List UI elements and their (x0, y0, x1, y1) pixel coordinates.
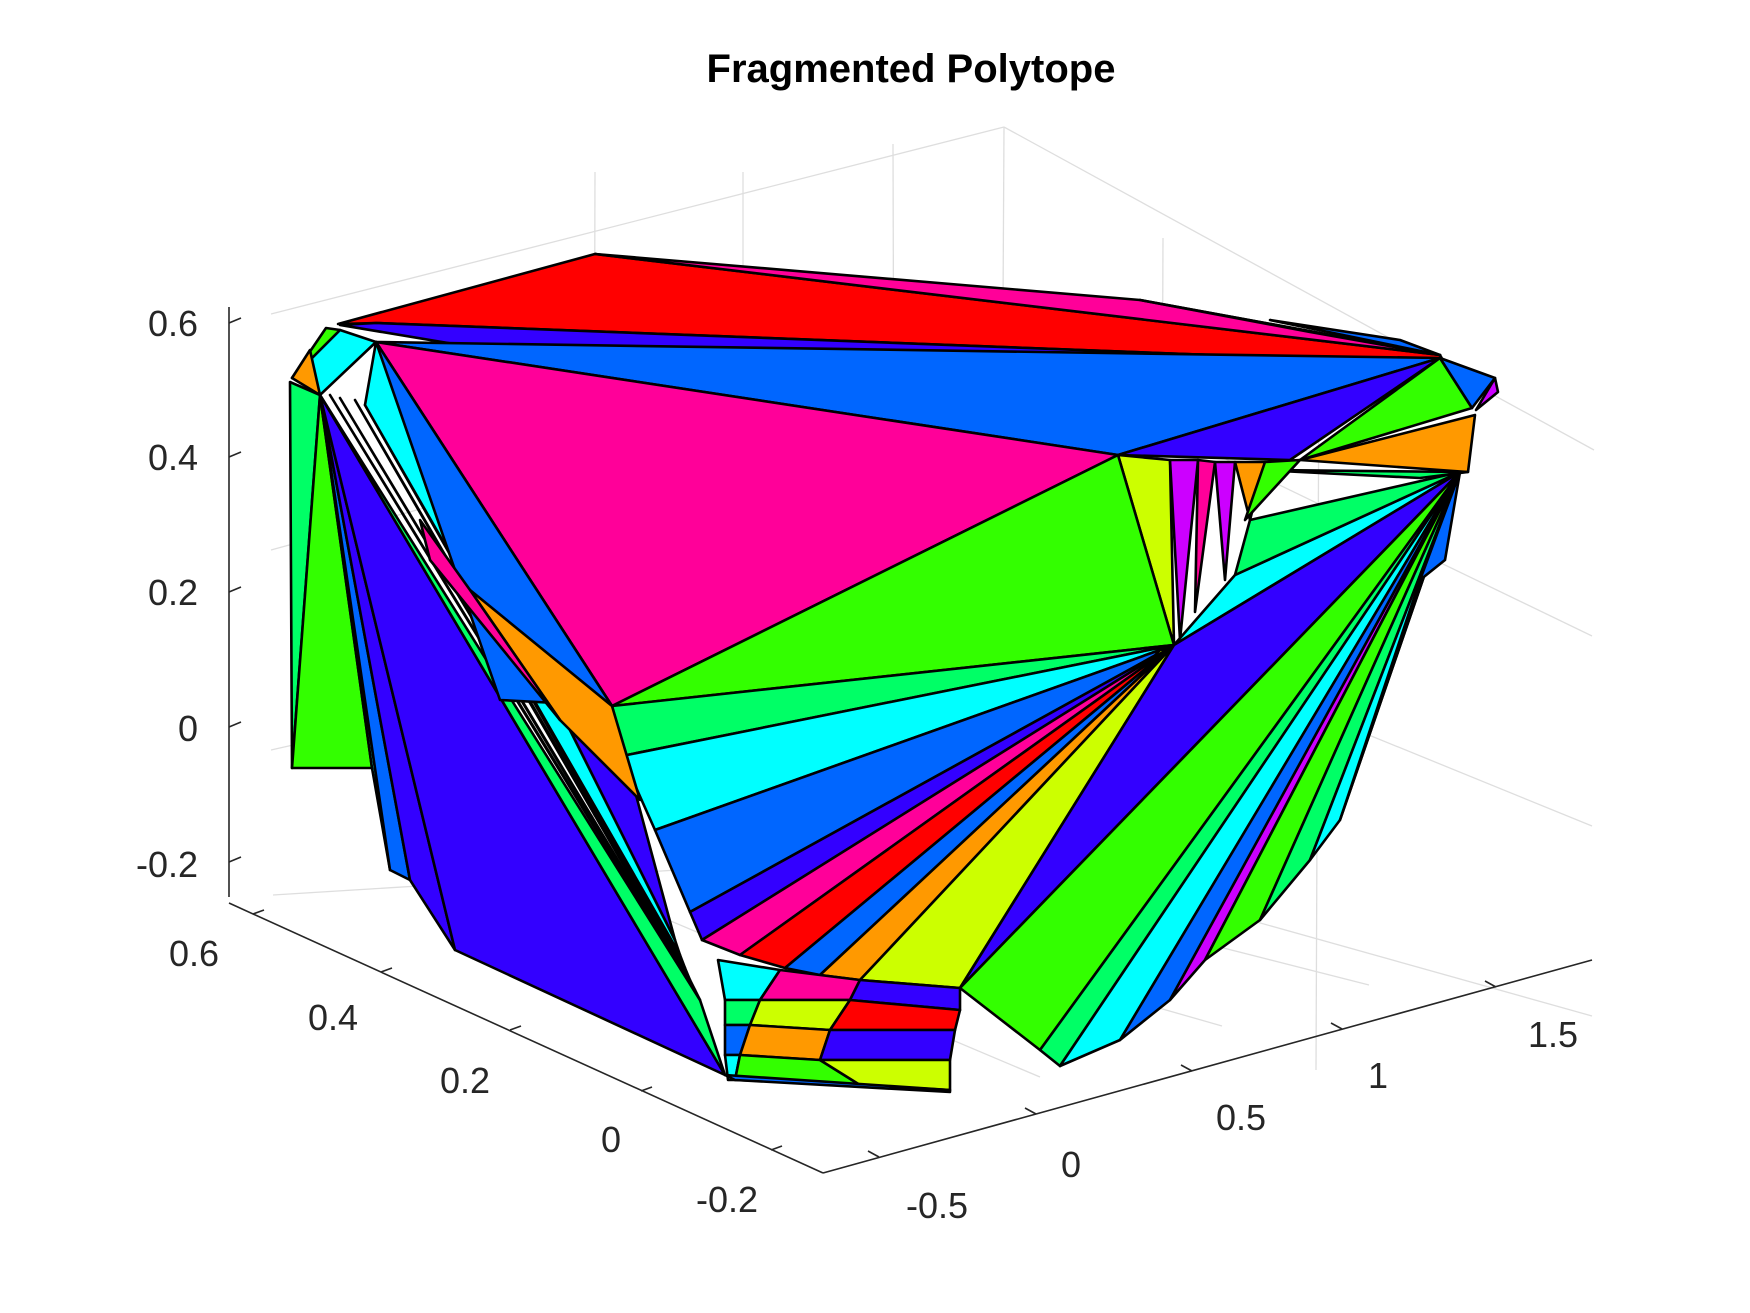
y-tick-label: 0 (601, 1119, 621, 1160)
y-tick-mark (380, 967, 393, 973)
polytope (288, 252, 1500, 1094)
x-tick-label: 0.5 (1216, 1097, 1266, 1138)
polytope-face (1438, 356, 1497, 410)
z-tick-mark (228, 721, 242, 728)
y-axis-line (228, 902, 824, 1174)
tick-labels: -0.2 0 0.2 0.4 0.6 -0.2 0 0.2 0.4 0.6 -0.5 0 0.5 1 1.5 (136, 303, 1578, 1226)
z-tick-label: 0.4 (148, 437, 198, 478)
x-tick-mark (1180, 1064, 1193, 1072)
polytope-face (1268, 318, 1442, 357)
x-tick-mark (1024, 1107, 1037, 1115)
polytope-face (1116, 356, 1442, 462)
polytope-face (1168, 458, 1200, 642)
y-tick-mark (640, 1086, 653, 1092)
z-tick-mark (228, 451, 242, 458)
y-tick-label: 0.2 (440, 1060, 490, 1101)
z-tick-mark (228, 317, 242, 324)
z-tick-label: 0.2 (148, 572, 198, 613)
z-tick-label: 0.6 (148, 303, 198, 344)
y-tick-mark (252, 909, 265, 915)
z-tick-label: -0.2 (136, 844, 198, 885)
z-tick-mark (228, 856, 242, 863)
grid-line (270, 126, 1005, 315)
polytope-face (1418, 470, 1462, 582)
polytope-face (1233, 470, 1462, 577)
z-tick-mark (228, 586, 242, 593)
x-tick-label: 1.5 (1528, 1014, 1578, 1055)
polytope-face (1298, 413, 1477, 474)
y-tick-label: 0.6 (169, 933, 219, 974)
x-tick-label: -0.5 (906, 1185, 968, 1226)
grid-line (1003, 126, 1595, 451)
y-tick-mark (509, 1025, 522, 1031)
x-tick-label: 1 (1368, 1055, 1388, 1096)
x-tick-mark (1484, 980, 1497, 988)
z-tick-label: 0 (178, 708, 198, 749)
x-tick-label: 0 (1061, 1144, 1081, 1185)
polytope-face (1243, 458, 1302, 522)
axes (228, 307, 1593, 1174)
x-tick-mark (867, 1150, 880, 1158)
x-axis-line (822, 959, 1593, 1174)
x-tick-mark (1330, 1022, 1343, 1030)
polytope-face (290, 348, 322, 397)
y-tick-label: -0.2 (696, 1179, 758, 1220)
polytope-face (1193, 458, 1217, 614)
y-tick-mark (770, 1145, 783, 1151)
polytope-face (1138, 298, 1442, 357)
chart-title: Fragmented Polytope (707, 47, 1116, 91)
polytope-face (1213, 460, 1237, 582)
y-tick-label: 0.4 (308, 997, 358, 1038)
polytope-face (723, 1073, 952, 1094)
polytope-face (418, 518, 562, 722)
polytope-face (818, 1028, 957, 1062)
polytope-face (1474, 376, 1500, 412)
